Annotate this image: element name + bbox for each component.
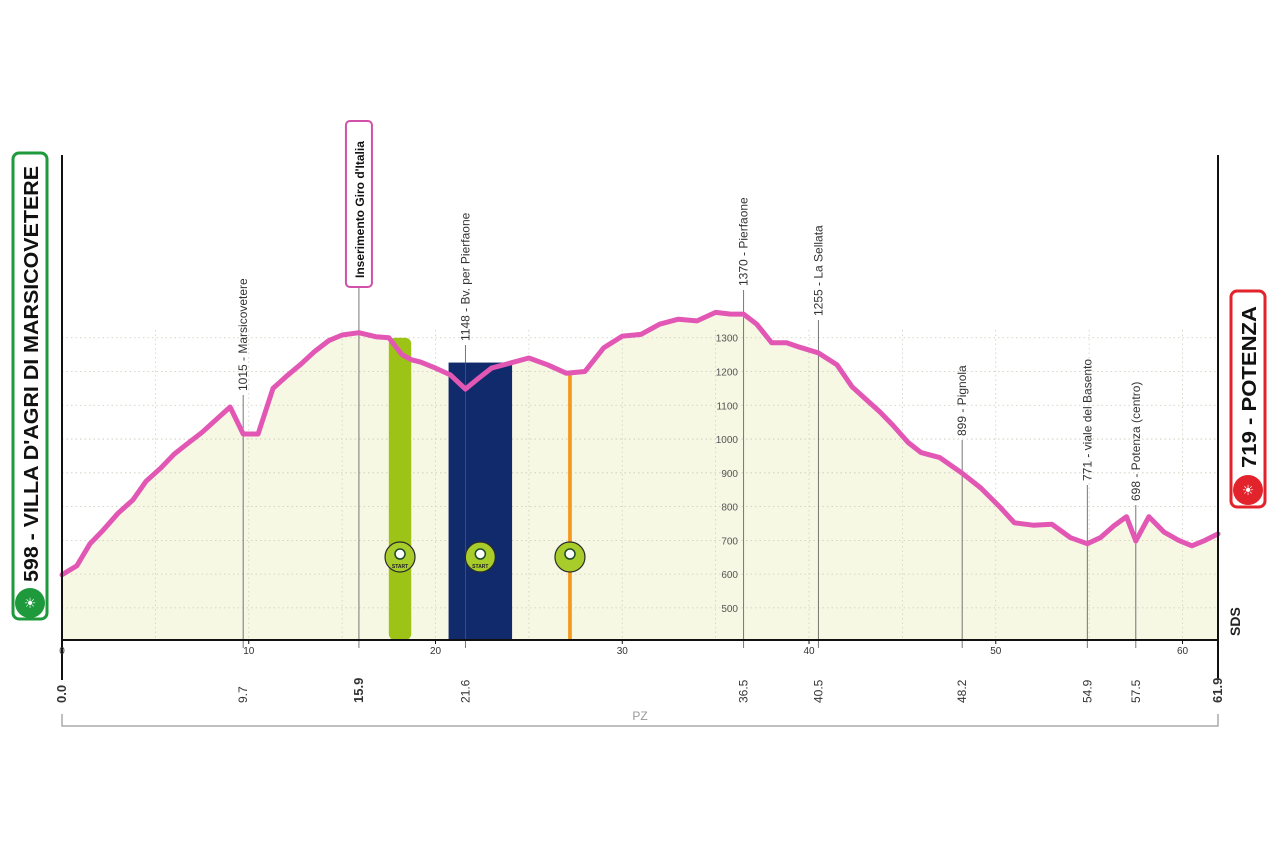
finish-km-label: 61.9 <box>1210 678 1225 703</box>
waypoint-label: 1370 - Pierfaone <box>737 197 751 286</box>
zone-bar-3 <box>568 372 572 640</box>
y-tick-label: 700 <box>721 536 738 547</box>
start-label: 598 - VILLA D'AGRI DI MARSICOVETERE <box>21 166 43 582</box>
waypoint-label: 1148 - Bv. per Pierfaone <box>458 212 472 341</box>
x-tick-label: 60 <box>1177 646 1189 657</box>
waypoint-km-label: 57.5 <box>1129 679 1143 703</box>
start-timing-icon-glyph <box>474 548 487 560</box>
y-tick-label: 1200 <box>716 368 739 379</box>
waypoint-label: 771 - viale del Basento <box>1080 359 1094 481</box>
brand-logo: SDS <box>1227 607 1243 636</box>
waypoint-label: 698 - Potenza (centro) <box>1129 382 1143 501</box>
finish-label: 719 - POTENZA <box>1239 306 1261 468</box>
finish-bike-icon <box>1233 475 1263 505</box>
zone-bar-2 <box>448 362 513 640</box>
waypoint-km-label: 48.2 <box>955 679 969 703</box>
x-axis-layer: 0 10 20 30 40 50 60 PZ <box>59 155 1219 727</box>
province-bracket <box>61 714 1219 727</box>
callout-km-label: 15.9 <box>351 678 366 703</box>
finish-badge <box>1229 289 1267 509</box>
y-tick-label: 800 <box>721 503 738 514</box>
waypoint-km-label: 9.7 <box>236 686 250 703</box>
waypoint-km-label: 21.6 <box>458 679 472 703</box>
profile-fill <box>62 312 1218 640</box>
x-tick-label: 50 <box>990 646 1002 657</box>
x-tick-label: 20 <box>430 646 442 657</box>
callout-label: Inserimento Giro d'Italia <box>353 141 367 278</box>
x-tick-label: 10 <box>243 646 255 657</box>
start-finish-layer: ☀ 598 - VILLA D'AGRI DI MARSICOVETERE ☀ 719… <box>11 151 1267 636</box>
x-tick-label: 30 <box>617 646 629 657</box>
y-tick-label: 600 <box>721 570 738 581</box>
waypoint-labels-layer: 0.0 61.9 15.9 9.7 21.6 36.5 40.5 48.2 54.9 57.5 10… <box>54 120 1225 703</box>
y-tick-label: 500 <box>721 604 738 615</box>
profile-line-layer <box>59 309 1221 578</box>
zone-icon-text: START <box>472 564 488 570</box>
zone-icon-text: START <box>392 564 408 570</box>
y-tick-label: 1300 <box>716 334 739 345</box>
profile-fill-layer <box>62 312 1218 640</box>
grid-layer <box>62 330 1218 640</box>
profile-line <box>59 309 1221 578</box>
callout-box <box>344 120 373 288</box>
y-tick-label: 1000 <box>716 435 739 446</box>
start-km-label: 0.0 <box>54 685 69 703</box>
waypoint-km-label: 40.5 <box>811 679 825 703</box>
stopwatch-icon-glyph <box>564 548 576 560</box>
y-tick-label: 900 <box>721 469 738 480</box>
zone-bar-1 <box>388 337 412 640</box>
start-badge <box>11 151 49 621</box>
y-tick-label: 1100 <box>716 401 738 412</box>
start-bike-glyph: ☀ <box>24 595 37 611</box>
waypoint-km-label: 36.5 <box>737 679 751 703</box>
x-tick-label: 0 <box>59 646 65 657</box>
start-climb-icon-glyph <box>394 548 406 560</box>
start-bike-icon <box>15 588 45 618</box>
zone-icons-layer: START START <box>384 541 586 573</box>
waypoint-label: 899 - Pignola <box>955 365 969 436</box>
finish-bike-glyph: ☀ <box>1242 482 1255 498</box>
y-axis-labels: 500 600 700 800 900 1000 1100 1200 1300 <box>716 334 739 615</box>
x-tick-label: 40 <box>803 646 815 657</box>
waypoint-km-label: 54.9 <box>1080 679 1094 703</box>
waypoint-label: 1015 - Marsicovetere <box>236 278 250 391</box>
waypoint-label: 1255 - La Sellata <box>811 225 825 316</box>
province-label: PZ <box>632 709 647 723</box>
